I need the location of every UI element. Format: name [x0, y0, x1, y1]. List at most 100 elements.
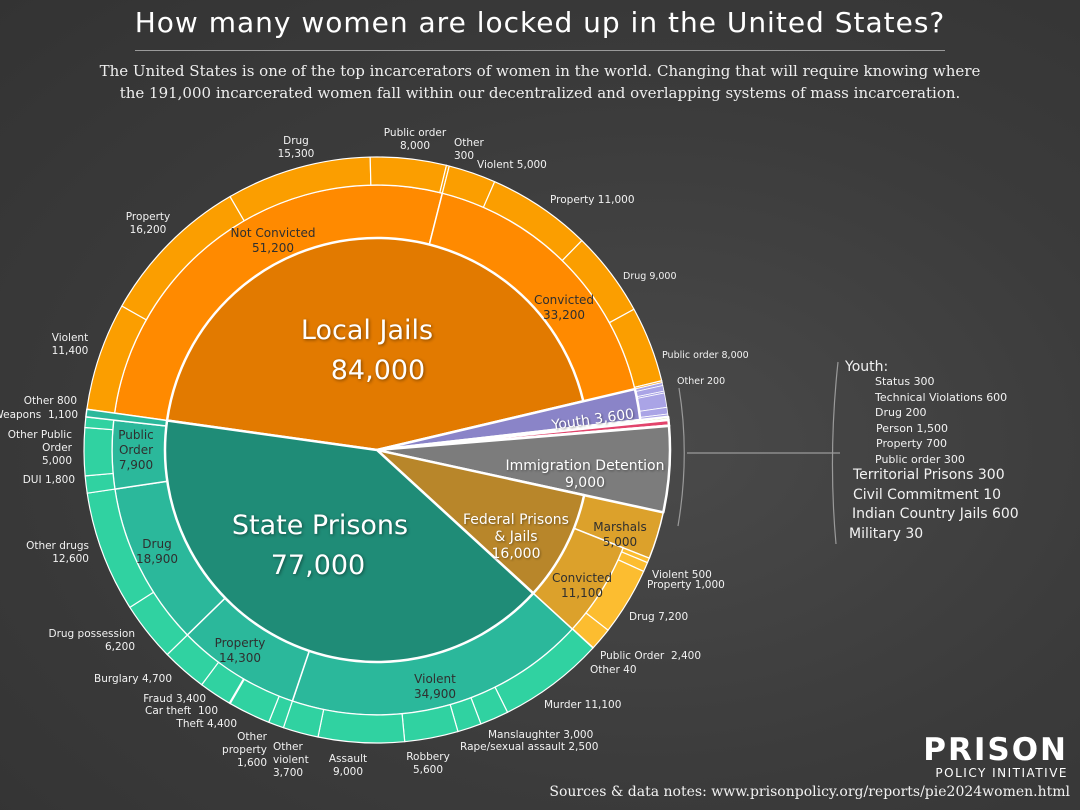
- title-divider: [135, 50, 945, 51]
- value: 200: [707, 376, 726, 387]
- subtitle-line-1: The United States is one of the top inca…: [99, 62, 981, 80]
- value: 18,900: [136, 552, 178, 566]
- value: 9,000: [332, 766, 364, 778]
- label-state-rape: Rape/sexual assault 2,500: [460, 741, 598, 754]
- label-state-fraud: Fraud 3,400: [143, 693, 206, 706]
- label-jail-nc-violent: Violent 11,400: [52, 332, 89, 358]
- name: Drug: [283, 135, 309, 147]
- label-jail-nc-property: Property 16,200: [126, 211, 170, 237]
- label-state-other-property: Other property 1,600: [222, 731, 267, 770]
- label-state-drug: Drug 18,900: [136, 537, 178, 567]
- value: 100: [197, 705, 218, 717]
- label-state-other-public-order: Other Public Order 5,000: [2, 429, 72, 468]
- name: Murder: [544, 699, 582, 711]
- label-fed-violent: Violent 500: [652, 569, 712, 582]
- label-jail-convicted: Convicted 33,200: [534, 293, 594, 323]
- name: Convicted: [533, 293, 595, 307]
- legend-youth-property: Property 700: [876, 437, 947, 450]
- label-state-robbery: Robbery 5,600: [406, 751, 450, 777]
- sources-note[interactable]: Sources & data notes: www.prisonpolicy.o…: [549, 784, 1070, 800]
- label-jail-c-violent: Violent 5,000: [477, 159, 547, 172]
- value: 34,900: [414, 687, 456, 701]
- value: 8,000: [399, 140, 431, 152]
- slice-federal-prisons-jails: [375, 448, 586, 595]
- value: 5,000: [41, 455, 72, 467]
- federal-name: Federal Prisons & Jails: [463, 512, 569, 545]
- name: DUI: [22, 474, 42, 486]
- value: 2,400: [670, 650, 702, 662]
- name: Property: [125, 211, 171, 223]
- value: 51,200: [252, 241, 294, 255]
- value: 700: [926, 437, 948, 450]
- name: Convicted: [551, 571, 613, 585]
- name: Burglary: [94, 673, 139, 685]
- name: Public Order: [118, 428, 154, 457]
- immigration-value: 9,000: [564, 475, 606, 491]
- label-state-weapons: Weapons 1,100: [0, 409, 78, 422]
- value: 5,000: [602, 535, 638, 549]
- name: Military: [849, 526, 901, 542]
- label-jail-nc-drug: Drug 15,300: [278, 135, 315, 161]
- name: Violent: [414, 672, 456, 686]
- legend-civil-commitment: Civil Commitment 10: [853, 487, 1001, 503]
- name: Drug: [629, 611, 655, 623]
- name: Other: [590, 664, 620, 676]
- name: Other violent: [273, 741, 309, 766]
- value: 5,600: [412, 764, 444, 776]
- name: Public order: [383, 127, 447, 139]
- name: Property: [550, 194, 595, 206]
- label-immigration: Immigration Detention 9,000: [506, 458, 665, 492]
- slice-local-jails: [165, 236, 585, 452]
- value: 4,700: [141, 673, 172, 685]
- label-state-burglary: Burglary 4,700: [94, 673, 172, 686]
- name: Violent: [477, 159, 514, 171]
- slice-state-prisons-public-order-other-public-order: [83, 426, 114, 477]
- value: 300: [977, 467, 1005, 483]
- name: Other: [677, 376, 704, 387]
- label-state-violent: Violent 34,900: [414, 672, 456, 702]
- name: Public order: [875, 453, 941, 466]
- name: Person: [876, 422, 913, 435]
- value: 600: [991, 506, 1019, 522]
- name: Drug: [623, 271, 647, 282]
- legend-youth-status: Status 300: [875, 375, 935, 388]
- name: Other: [454, 137, 484, 149]
- label-federal-marshals: Marshals 5,000: [593, 520, 646, 550]
- value: 11,100: [584, 699, 622, 711]
- name: Marshals: [593, 520, 647, 534]
- name: Theft: [176, 718, 204, 730]
- name: Drug possession: [48, 628, 136, 640]
- value: 1,500: [916, 422, 948, 435]
- legend-connector-line: [687, 361, 840, 545]
- value: 7,200: [658, 611, 689, 623]
- label-state-prisons: State Prisons: [231, 510, 409, 541]
- name: Rape/sexual assault: [460, 741, 565, 753]
- label-jail-c-public-order: Public order 8,000: [662, 349, 749, 362]
- name: Not Convicted: [230, 226, 316, 240]
- name: Property: [876, 437, 923, 450]
- value-local-jails: 84,000: [330, 355, 426, 386]
- value: 1,000: [694, 579, 725, 591]
- label-jail-nc-public-order: Public order 8,000: [384, 127, 446, 153]
- value: 14,300: [219, 651, 261, 665]
- name: Civil Commitment: [853, 487, 979, 503]
- legend-territorial: Territorial Prisons 300: [853, 467, 1005, 483]
- name: Drug: [142, 537, 172, 551]
- other-systems-bracket: [677, 387, 685, 527]
- label-state-public-order: Public Order 7,900: [111, 428, 161, 473]
- label-state-manslaughter: Manslaughter 3,000: [488, 729, 593, 742]
- value: 3,700: [273, 767, 304, 779]
- label-state-drug-possession: Drug possession 6,200: [49, 628, 136, 654]
- value: 3,400: [175, 693, 206, 705]
- value: 1,600: [236, 757, 267, 769]
- name: Other: [23, 395, 54, 407]
- label-local-jails: Local Jails: [300, 315, 434, 346]
- value: 3,000: [563, 729, 594, 741]
- value: 300: [454, 150, 475, 162]
- name: Property: [214, 636, 266, 650]
- value: 33,200: [542, 308, 585, 322]
- name: Weapons: [0, 409, 42, 421]
- value: 16,200: [129, 224, 167, 236]
- slice-state-prisons-violent-assault: [317, 708, 406, 744]
- label-state-other-violent: Other violent 3,700: [273, 741, 313, 780]
